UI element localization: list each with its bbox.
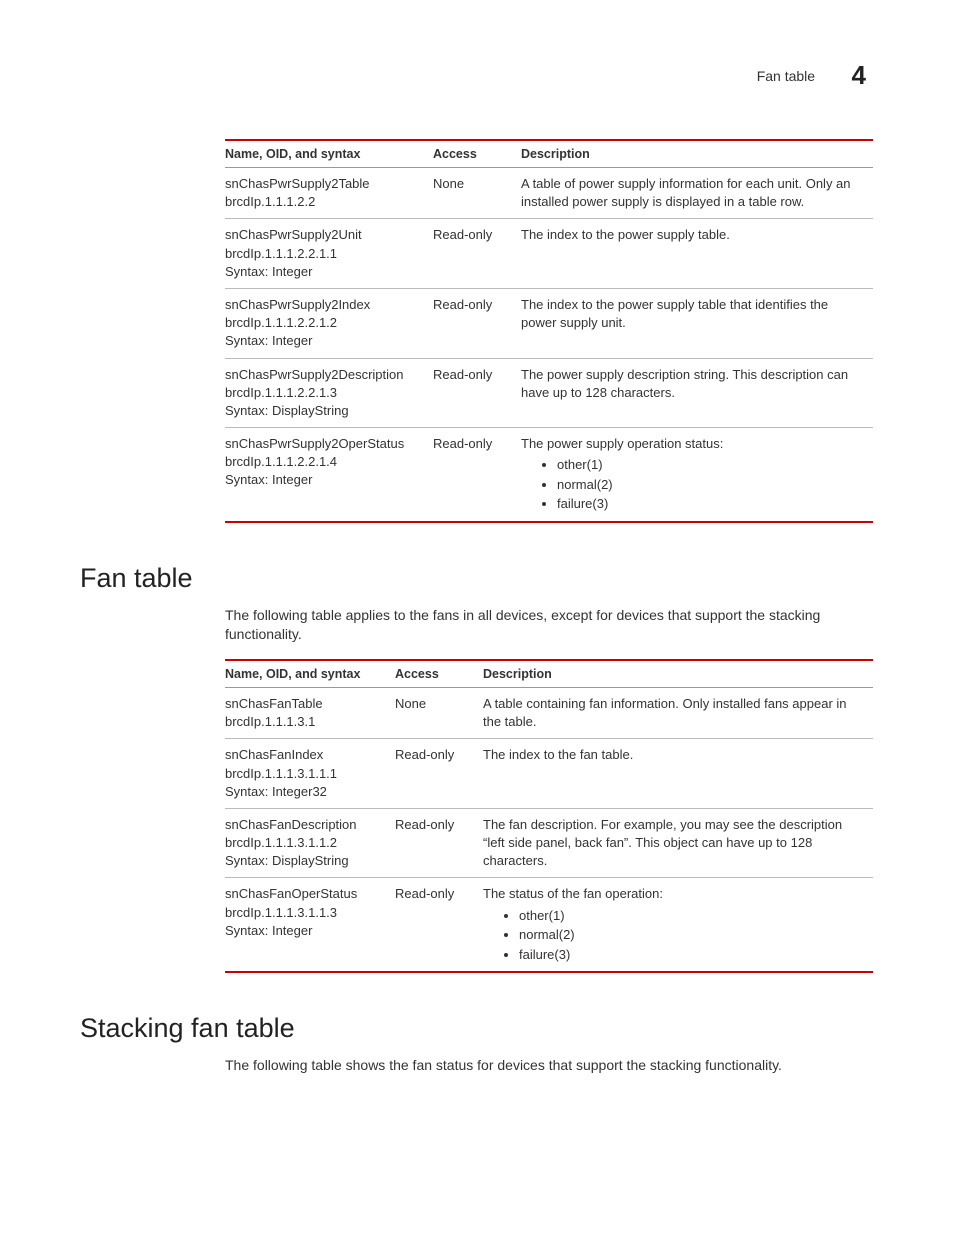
description-list-item: other(1) — [519, 906, 865, 926]
name-line: brcdIp.1.1.1.2.2 — [225, 193, 425, 211]
name-line: brcdIp.1.1.1.2.2.1.3 — [225, 384, 425, 402]
name-line: snChasPwrSupply2Table — [225, 175, 425, 193]
table-header-access: Access — [433, 140, 521, 168]
name-line: brcdIp.1.1.1.2.2.1.1 — [225, 245, 425, 263]
name-line: snChasFanOperStatus — [225, 885, 387, 903]
cell-name-oid-syntax: snChasPwrSupply2TablebrcdIp.1.1.1.2.2 — [225, 168, 433, 219]
table-row: snChasFanDescriptionbrcdIp.1.1.1.3.1.1.2… — [225, 808, 873, 878]
name-line: Syntax: Integer — [225, 922, 387, 940]
page-header-chapter-number: 4 — [852, 60, 866, 91]
name-line: Syntax: DisplayString — [225, 852, 387, 870]
description-text: The fan description. For example, you ma… — [483, 816, 865, 871]
table-header-name: Name, OID, and syntax — [225, 140, 433, 168]
description-text: A table containing fan information. Only… — [483, 695, 865, 731]
name-line: Syntax: DisplayString — [225, 402, 425, 420]
cell-name-oid-syntax: snChasFanIndexbrcdIp.1.1.1.3.1.1.1Syntax… — [225, 739, 395, 809]
cell-description: The fan description. For example, you ma… — [483, 808, 873, 878]
table-row: snChasPwrSupply2TablebrcdIp.1.1.1.2.2Non… — [225, 168, 873, 219]
cell-name-oid-syntax: snChasPwrSupply2OperStatusbrcdIp.1.1.1.2… — [225, 428, 433, 522]
description-text: The index to the fan table. — [483, 746, 865, 764]
name-line: Syntax: Integer — [225, 332, 425, 350]
name-line: snChasPwrSupply2Index — [225, 296, 425, 314]
cell-access: Read-only — [433, 288, 521, 358]
table-row: snChasPwrSupply2IndexbrcdIp.1.1.1.2.2.1.… — [225, 288, 873, 358]
cell-description: A table of power supply information for … — [521, 168, 873, 219]
cell-description: The power supply description string. Thi… — [521, 358, 873, 428]
table2-body: snChasFanTablebrcdIp.1.1.1.3.1NoneA tabl… — [225, 687, 873, 972]
description-list-item: normal(2) — [519, 925, 865, 945]
page-header-title: Fan table — [757, 68, 815, 84]
name-line: brcdIp.1.1.1.3.1.1.1 — [225, 765, 387, 783]
table-header-row: Name, OID, and syntax Access Description — [225, 660, 873, 688]
name-line: snChasPwrSupply2Description — [225, 366, 425, 384]
description-text: The status of the fan operation: — [483, 885, 865, 903]
cell-description: The status of the fan operation: other(1)… — [483, 878, 873, 972]
name-line: brcdIp.1.1.1.2.2.1.2 — [225, 314, 425, 332]
description-text: The index to the power supply table that… — [521, 296, 865, 332]
description-list: other(1)normal(2)failure(3) — [521, 455, 865, 514]
page-header: Fan table 4 — [80, 60, 874, 91]
cell-access: Read-only — [433, 428, 521, 522]
cell-access: None — [433, 168, 521, 219]
fan-table-intro: The following table applies to the fans … — [225, 606, 873, 645]
name-line: snChasPwrSupply2OperStatus — [225, 435, 425, 453]
name-line: brcdIp.1.1.1.3.1.1.3 — [225, 904, 387, 922]
fan-table: Name, OID, and syntax Access Description… — [225, 659, 873, 973]
table-row: snChasFanTablebrcdIp.1.1.1.3.1NoneA tabl… — [225, 687, 873, 738]
name-line: Syntax: Integer — [225, 263, 425, 281]
stacking-fan-table-heading: Stacking fan table — [80, 1013, 874, 1044]
table-row: snChasFanOperStatusbrcdIp.1.1.1.3.1.1.3S… — [225, 878, 873, 972]
description-list-item: failure(3) — [557, 494, 865, 514]
description-list-item: other(1) — [557, 455, 865, 475]
table-row: snChasFanIndexbrcdIp.1.1.1.3.1.1.1Syntax… — [225, 739, 873, 809]
cell-description: The index to the fan table. — [483, 739, 873, 809]
cell-access: Read-only — [433, 358, 521, 428]
table-header-access: Access — [395, 660, 483, 688]
description-list-item: failure(3) — [519, 945, 865, 965]
cell-access: Read-only — [395, 739, 483, 809]
description-list-item: normal(2) — [557, 475, 865, 495]
table-row: snChasPwrSupply2DescriptionbrcdIp.1.1.1.… — [225, 358, 873, 428]
name-line: brcdIp.1.1.1.2.2.1.4 — [225, 453, 425, 471]
stacking-fan-table-intro: The following table shows the fan status… — [225, 1056, 873, 1076]
description-text: A table of power supply information for … — [521, 175, 865, 211]
name-line: snChasFanDescription — [225, 816, 387, 834]
power-supply-table: Name, OID, and syntax Access Description… — [225, 139, 873, 523]
cell-name-oid-syntax: snChasFanTablebrcdIp.1.1.1.3.1 — [225, 687, 395, 738]
name-line: Syntax: Integer32 — [225, 783, 387, 801]
cell-access: Read-only — [433, 219, 521, 289]
cell-description: A table containing fan information. Only… — [483, 687, 873, 738]
name-line: brcdIp.1.1.1.3.1 — [225, 713, 387, 731]
cell-access: None — [395, 687, 483, 738]
cell-name-oid-syntax: snChasPwrSupply2DescriptionbrcdIp.1.1.1.… — [225, 358, 433, 428]
name-line: snChasFanIndex — [225, 746, 387, 764]
cell-name-oid-syntax: snChasPwrSupply2IndexbrcdIp.1.1.1.2.2.1.… — [225, 288, 433, 358]
cell-access: Read-only — [395, 808, 483, 878]
table1-body: snChasPwrSupply2TablebrcdIp.1.1.1.2.2Non… — [225, 168, 873, 522]
cell-name-oid-syntax: snChasPwrSupply2UnitbrcdIp.1.1.1.2.2.1.1… — [225, 219, 433, 289]
table-header-row: Name, OID, and syntax Access Description — [225, 140, 873, 168]
table-row: snChasPwrSupply2UnitbrcdIp.1.1.1.2.2.1.1… — [225, 219, 873, 289]
description-text: The power supply operation status: — [521, 435, 865, 453]
cell-description: The power supply operation status: other(… — [521, 428, 873, 522]
cell-description: The index to the power supply table that… — [521, 288, 873, 358]
name-line: Syntax: Integer — [225, 471, 425, 489]
table-header-description: Description — [521, 140, 873, 168]
table-row: snChasPwrSupply2OperStatusbrcdIp.1.1.1.2… — [225, 428, 873, 522]
description-text: The power supply description string. Thi… — [521, 366, 865, 402]
cell-access: Read-only — [395, 878, 483, 972]
description-list: other(1)normal(2)failure(3) — [483, 906, 865, 965]
name-line: brcdIp.1.1.1.3.1.1.2 — [225, 834, 387, 852]
table-header-description: Description — [483, 660, 873, 688]
cell-description: The index to the power supply table. — [521, 219, 873, 289]
description-text: The index to the power supply table. — [521, 226, 865, 244]
fan-table-heading: Fan table — [80, 563, 874, 594]
table-header-name: Name, OID, and syntax — [225, 660, 395, 688]
cell-name-oid-syntax: snChasFanDescriptionbrcdIp.1.1.1.3.1.1.2… — [225, 808, 395, 878]
name-line: snChasPwrSupply2Unit — [225, 226, 425, 244]
cell-name-oid-syntax: snChasFanOperStatusbrcdIp.1.1.1.3.1.1.3S… — [225, 878, 395, 972]
name-line: snChasFanTable — [225, 695, 387, 713]
